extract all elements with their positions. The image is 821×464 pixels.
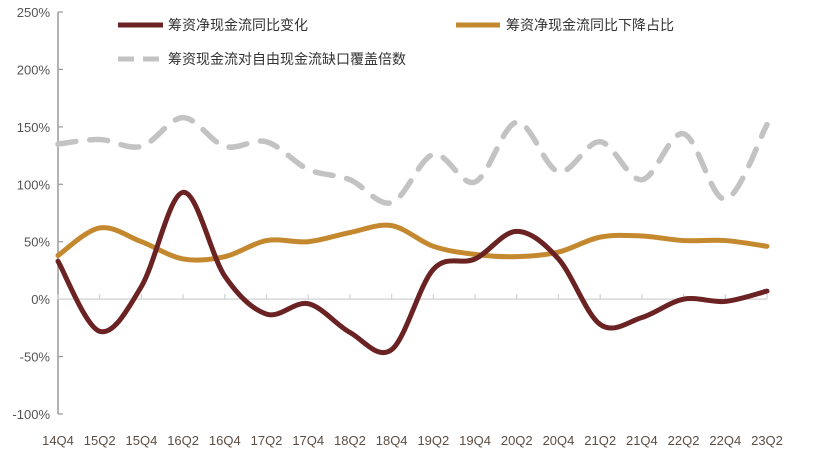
- x-tick-label: 16Q4: [209, 433, 241, 448]
- y-tick-label: -100%: [12, 407, 50, 422]
- x-tick-label: 16Q2: [167, 433, 199, 448]
- x-tick-label: 20Q4: [543, 433, 575, 448]
- x-tick-label: 21Q4: [626, 433, 658, 448]
- x-tick-label: 18Q4: [376, 433, 408, 448]
- legend: 筹资净现金流同比变化 筹资净现金流同比下降占比 筹资现金流对自由现金流缺口覆盖倍…: [118, 17, 674, 67]
- y-tick-label: 200%: [17, 62, 51, 77]
- y-tick-label: 50%: [24, 235, 50, 250]
- legend-label-series-3: 筹资现金流对自由现金流缺口覆盖倍数: [168, 51, 406, 67]
- x-tick-label: 19Q2: [417, 433, 449, 448]
- x-tick-label: 22Q2: [668, 433, 700, 448]
- series-line-2: [55, 222, 770, 263]
- series-line-3: [55, 114, 770, 206]
- y-tick-label: 150%: [17, 120, 51, 135]
- x-tick-label: 17Q4: [292, 433, 324, 448]
- x-tick-label: 23Q2: [751, 433, 783, 448]
- y-tick-label: 250%: [17, 5, 51, 20]
- plot-area: [55, 114, 770, 356]
- x-tick-label: 20Q2: [501, 433, 533, 448]
- y-tick-label: -50%: [20, 350, 51, 365]
- y-axis: 250% 200% 150% 100% 50% 0% -50% -100%: [12, 5, 63, 422]
- legend-label-series-2: 筹资净现金流同比下降占比: [506, 17, 674, 33]
- x-tick-label: 14Q4: [42, 433, 74, 448]
- legend-label-series-1: 筹资净现金流同比变化: [168, 17, 308, 33]
- series-line-1: [55, 189, 770, 356]
- y-tick-label: 0%: [31, 292, 50, 307]
- x-tick-label: 15Q4: [126, 433, 158, 448]
- x-tick-label: 22Q4: [709, 433, 741, 448]
- x-tick-label: 21Q2: [584, 433, 616, 448]
- x-tick-label: 19Q4: [459, 433, 491, 448]
- y-tick-label: 100%: [17, 177, 51, 192]
- x-tick-label: 18Q2: [334, 433, 366, 448]
- x-tick-label: 17Q2: [251, 433, 283, 448]
- x-axis: 14Q4 15Q2 15Q4 16Q2 16Q4 17Q2 17Q4 18Q2 18Q4 19Q2…: [42, 294, 783, 448]
- x-tick-label: 15Q2: [84, 433, 116, 448]
